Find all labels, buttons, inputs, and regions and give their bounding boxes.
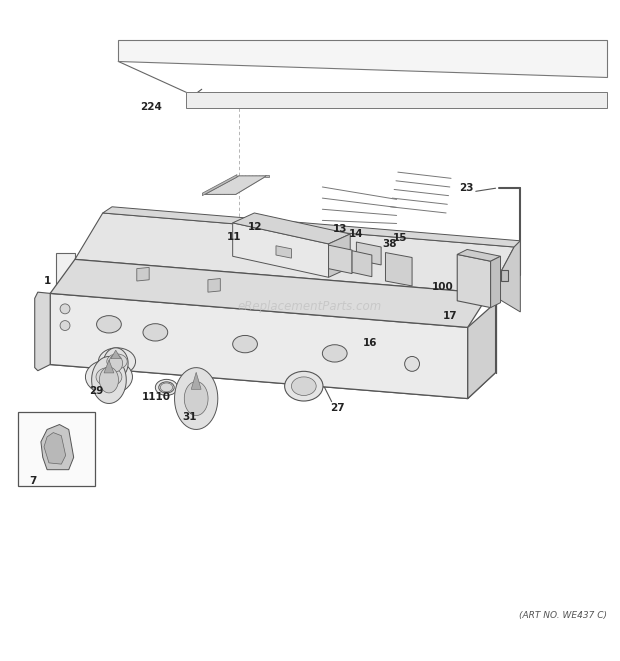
Polygon shape xyxy=(457,254,490,307)
Text: 14: 14 xyxy=(348,229,363,239)
Polygon shape xyxy=(41,424,74,470)
Text: 100: 100 xyxy=(432,282,453,292)
Polygon shape xyxy=(205,176,267,194)
Polygon shape xyxy=(92,356,126,403)
Ellipse shape xyxy=(86,360,133,394)
Text: 1110: 1110 xyxy=(142,392,171,402)
Circle shape xyxy=(60,304,70,314)
Text: 16: 16 xyxy=(363,338,377,348)
Polygon shape xyxy=(208,278,220,292)
Polygon shape xyxy=(50,259,489,327)
Text: 23: 23 xyxy=(459,183,473,193)
Text: 31: 31 xyxy=(182,412,197,422)
Polygon shape xyxy=(104,360,114,373)
Circle shape xyxy=(60,321,70,330)
Bar xyxy=(18,412,95,486)
Ellipse shape xyxy=(159,382,174,393)
Text: 27: 27 xyxy=(330,403,345,413)
Polygon shape xyxy=(352,251,372,277)
Ellipse shape xyxy=(99,348,136,375)
Circle shape xyxy=(405,356,420,371)
Ellipse shape xyxy=(97,316,122,333)
Polygon shape xyxy=(500,270,508,281)
Polygon shape xyxy=(467,303,495,399)
Polygon shape xyxy=(56,253,75,290)
Ellipse shape xyxy=(161,383,172,392)
Polygon shape xyxy=(489,241,520,312)
Polygon shape xyxy=(490,256,500,307)
Polygon shape xyxy=(276,246,291,258)
Polygon shape xyxy=(202,175,237,196)
Polygon shape xyxy=(99,367,118,393)
Ellipse shape xyxy=(232,335,257,353)
Polygon shape xyxy=(35,292,50,371)
Text: 17: 17 xyxy=(443,311,458,321)
Polygon shape xyxy=(104,348,128,379)
Polygon shape xyxy=(329,234,350,278)
Polygon shape xyxy=(50,293,467,399)
Polygon shape xyxy=(191,372,201,389)
Polygon shape xyxy=(184,381,208,416)
Polygon shape xyxy=(232,223,329,278)
Polygon shape xyxy=(111,350,121,359)
Ellipse shape xyxy=(143,324,168,341)
Polygon shape xyxy=(356,242,381,265)
Polygon shape xyxy=(103,207,520,247)
Polygon shape xyxy=(457,249,500,261)
Polygon shape xyxy=(44,432,66,464)
Text: 13: 13 xyxy=(333,224,348,234)
Text: eReplacementParts.com: eReplacementParts.com xyxy=(238,301,382,313)
Polygon shape xyxy=(175,368,218,430)
Polygon shape xyxy=(386,253,412,286)
Text: 224: 224 xyxy=(140,102,162,112)
Polygon shape xyxy=(329,245,352,274)
Ellipse shape xyxy=(291,377,316,395)
Ellipse shape xyxy=(322,345,347,362)
Text: 29: 29 xyxy=(89,385,104,395)
Polygon shape xyxy=(186,93,607,108)
Ellipse shape xyxy=(285,371,323,401)
Polygon shape xyxy=(109,355,123,371)
Ellipse shape xyxy=(96,368,122,387)
Ellipse shape xyxy=(107,354,127,369)
Polygon shape xyxy=(137,268,149,281)
Polygon shape xyxy=(265,175,269,177)
Text: 12: 12 xyxy=(249,221,263,231)
Text: 15: 15 xyxy=(392,233,407,243)
Text: 7: 7 xyxy=(29,477,37,486)
Text: 38: 38 xyxy=(383,239,397,249)
Polygon shape xyxy=(118,40,607,77)
Polygon shape xyxy=(232,213,350,244)
Polygon shape xyxy=(75,213,514,293)
Ellipse shape xyxy=(156,379,177,395)
Text: 11: 11 xyxy=(228,232,242,242)
Text: 1: 1 xyxy=(44,276,51,286)
Text: (ART NO. WE437 C): (ART NO. WE437 C) xyxy=(519,611,607,620)
